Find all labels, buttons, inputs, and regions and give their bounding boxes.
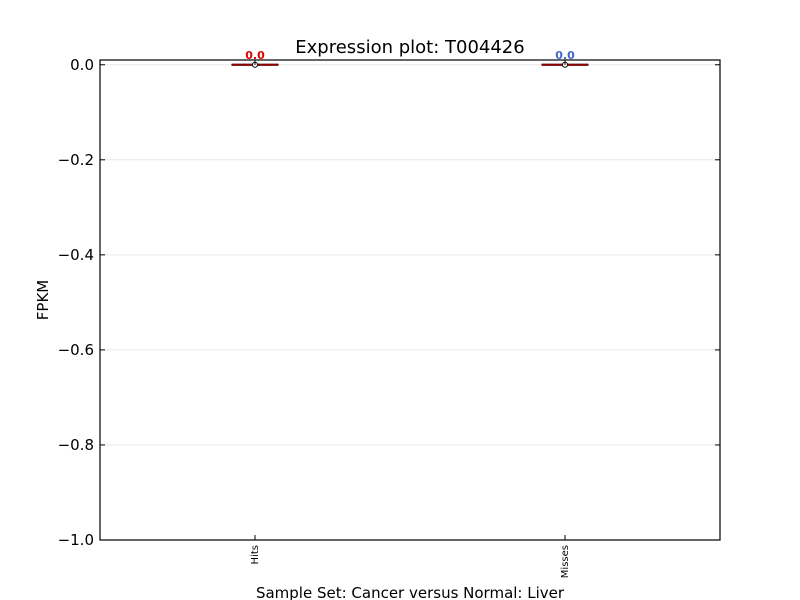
y-axis-label: FPKM — [34, 280, 52, 320]
chart-title: Expression plot: T004426 — [295, 37, 524, 58]
y-tick-label: −0.8 — [58, 436, 94, 454]
x-axis-label: Sample Set: Cancer versus Normal: Liver — [256, 584, 565, 600]
y-tick-label: −0.6 — [58, 341, 94, 359]
x-tick-label: Misses — [560, 545, 571, 578]
box-value-label: 0.0 — [245, 49, 265, 62]
y-tick-label: −0.4 — [58, 246, 94, 264]
x-tick-label: Hits — [250, 545, 261, 564]
box-value-label: 0.0 — [555, 49, 575, 62]
y-tick-label: 0.0 — [70, 56, 94, 74]
plot-area-frame — [99, 59, 721, 541]
y-tick-label: −1.0 — [58, 531, 94, 549]
y-tick-label: −0.2 — [58, 151, 94, 169]
